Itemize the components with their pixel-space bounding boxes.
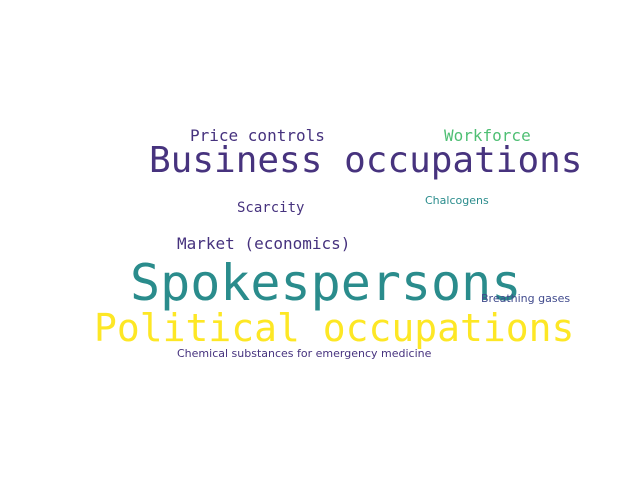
word-spokespersons: Spokespersons <box>130 254 522 312</box>
word-chemical-substances-emergency-medicine: Chemical substances for emergency medici… <box>177 347 432 360</box>
word-market-economics: Market (economics) <box>177 234 351 253</box>
word-chalcogens: Chalcogens <box>425 194 489 207</box>
word-workforce: Workforce <box>444 126 531 145</box>
word-price-controls: Price controls <box>190 126 325 145</box>
word-political-occupations: Political occupations <box>94 306 575 350</box>
word-scarcity: Scarcity <box>237 200 305 216</box>
word-business-occupations: Business occupations <box>149 140 583 181</box>
word-breathing-gases: Breathing gases <box>481 292 571 305</box>
